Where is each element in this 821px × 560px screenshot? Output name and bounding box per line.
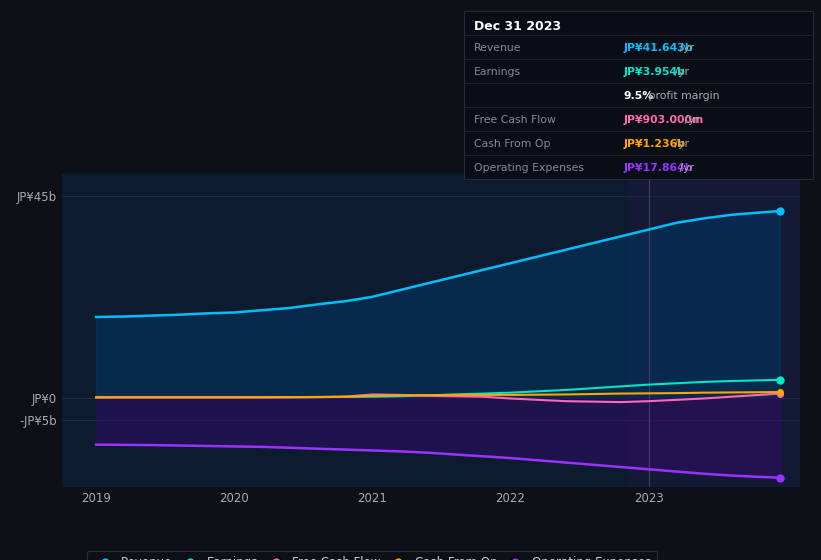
Text: JP¥17.864b: JP¥17.864b [624, 164, 694, 174]
Text: /yr: /yr [671, 67, 689, 77]
Text: Revenue: Revenue [474, 43, 521, 53]
Text: Free Cash Flow: Free Cash Flow [474, 115, 556, 125]
Text: JP¥903.000m: JP¥903.000m [624, 115, 704, 125]
Text: /yr: /yr [681, 115, 699, 125]
Text: Cash From Op: Cash From Op [474, 139, 550, 150]
Text: profit margin: profit margin [644, 91, 719, 101]
Text: /yr: /yr [676, 164, 694, 174]
Text: JP¥41.643b: JP¥41.643b [624, 43, 694, 53]
Text: /yr: /yr [676, 43, 694, 53]
Text: JP¥1.236b: JP¥1.236b [624, 139, 686, 150]
Bar [628, 174, 800, 487]
Text: 9.5%: 9.5% [624, 91, 654, 101]
Text: /yr: /yr [671, 139, 689, 150]
Text: Earnings: Earnings [474, 67, 521, 77]
Legend: Revenue, Earnings, Free Cash Flow, Cash From Op, Operating Expenses: Revenue, Earnings, Free Cash Flow, Cash … [87, 550, 657, 560]
Text: Dec 31 2023: Dec 31 2023 [474, 20, 561, 33]
Text: JP¥3.954b: JP¥3.954b [624, 67, 686, 77]
Text: Operating Expenses: Operating Expenses [474, 164, 584, 174]
